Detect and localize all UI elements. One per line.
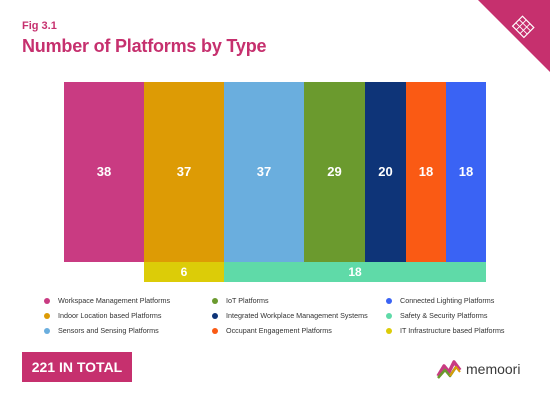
legend-label: Occupant Engagement Platforms: [226, 326, 332, 335]
legend-swatch: [386, 312, 392, 319]
legend-label: Safety & Security Platforms: [400, 311, 488, 320]
bar-chart: 38 37 37 29 20 18 18 6 18: [64, 82, 486, 282]
chart-legend: Workspace Management Platforms IoT Platfo…: [44, 296, 524, 335]
bar-2: [144, 82, 224, 262]
span-bar-label-1: 6: [181, 265, 188, 279]
bar-5: [365, 82, 406, 262]
span-bar-label-2: 18: [348, 265, 362, 279]
badge-triangle: [478, 0, 550, 72]
bar-6: [406, 82, 446, 262]
legend-item: Connected Lighting Platforms: [386, 296, 526, 305]
bar-label-3: 37: [257, 164, 271, 179]
bar-4: [304, 82, 365, 262]
total-badge: 221 IN TOTAL: [22, 352, 132, 382]
bar-label-6: 18: [419, 164, 433, 179]
span-bar-1: [144, 262, 224, 282]
legend-swatch: [386, 297, 392, 304]
brand-name: memoori: [466, 361, 521, 377]
bar-3: [224, 82, 304, 262]
memoori-logo-icon: [436, 360, 462, 379]
legend-swatch: [212, 312, 218, 319]
legend-label: Workspace Management Platforms: [58, 296, 171, 305]
legend-swatch: [44, 312, 50, 319]
bar-label-4: 29: [327, 164, 341, 179]
bar-label-1: 38: [97, 164, 111, 179]
legend-swatch: [212, 297, 218, 304]
legend-item: Sensors and Sensing Platforms: [44, 326, 212, 335]
fig-label: Fig 3.1: [22, 20, 57, 32]
legend-swatch: [212, 327, 218, 334]
legend-swatch: [44, 327, 50, 334]
legend-label: Connected Lighting Platforms: [400, 296, 495, 305]
bar-label-7: 18: [459, 164, 473, 179]
legend-label: Indoor Location based Platforms: [58, 311, 162, 320]
legend-item: Indoor Location based Platforms: [44, 311, 212, 320]
legend-label: IoT Platforms: [226, 296, 269, 305]
bar-1: [64, 82, 144, 262]
legend-label: IT Infrastructure based Platforms: [400, 326, 505, 335]
legend-label: Integrated Workplace Management Systems: [226, 311, 368, 320]
legend-item: Occupant Engagement Platforms: [212, 326, 386, 335]
legend-item: Integrated Workplace Management Systems: [212, 311, 386, 320]
bar-7: [446, 82, 486, 262]
bar-label-2: 37: [177, 164, 191, 179]
legend-item: IoT Platforms: [212, 296, 386, 305]
legend-item: IT Infrastructure based Platforms: [386, 326, 526, 335]
legend-item: Workspace Management Platforms: [44, 296, 212, 305]
legend-swatch: [386, 327, 392, 334]
brand-logo: memoori: [436, 358, 520, 380]
bar-label-5: 20: [378, 164, 392, 179]
legend-swatch: [44, 297, 50, 304]
legend-item: Safety & Security Platforms: [386, 311, 526, 320]
chart-title: Number of Platforms by Type: [22, 36, 267, 56]
smart-buildings-badge: SMART BUILDINGS: [450, 0, 550, 100]
span-bar-2: [224, 262, 486, 282]
legend-label: Sensors and Sensing Platforms: [58, 326, 159, 335]
